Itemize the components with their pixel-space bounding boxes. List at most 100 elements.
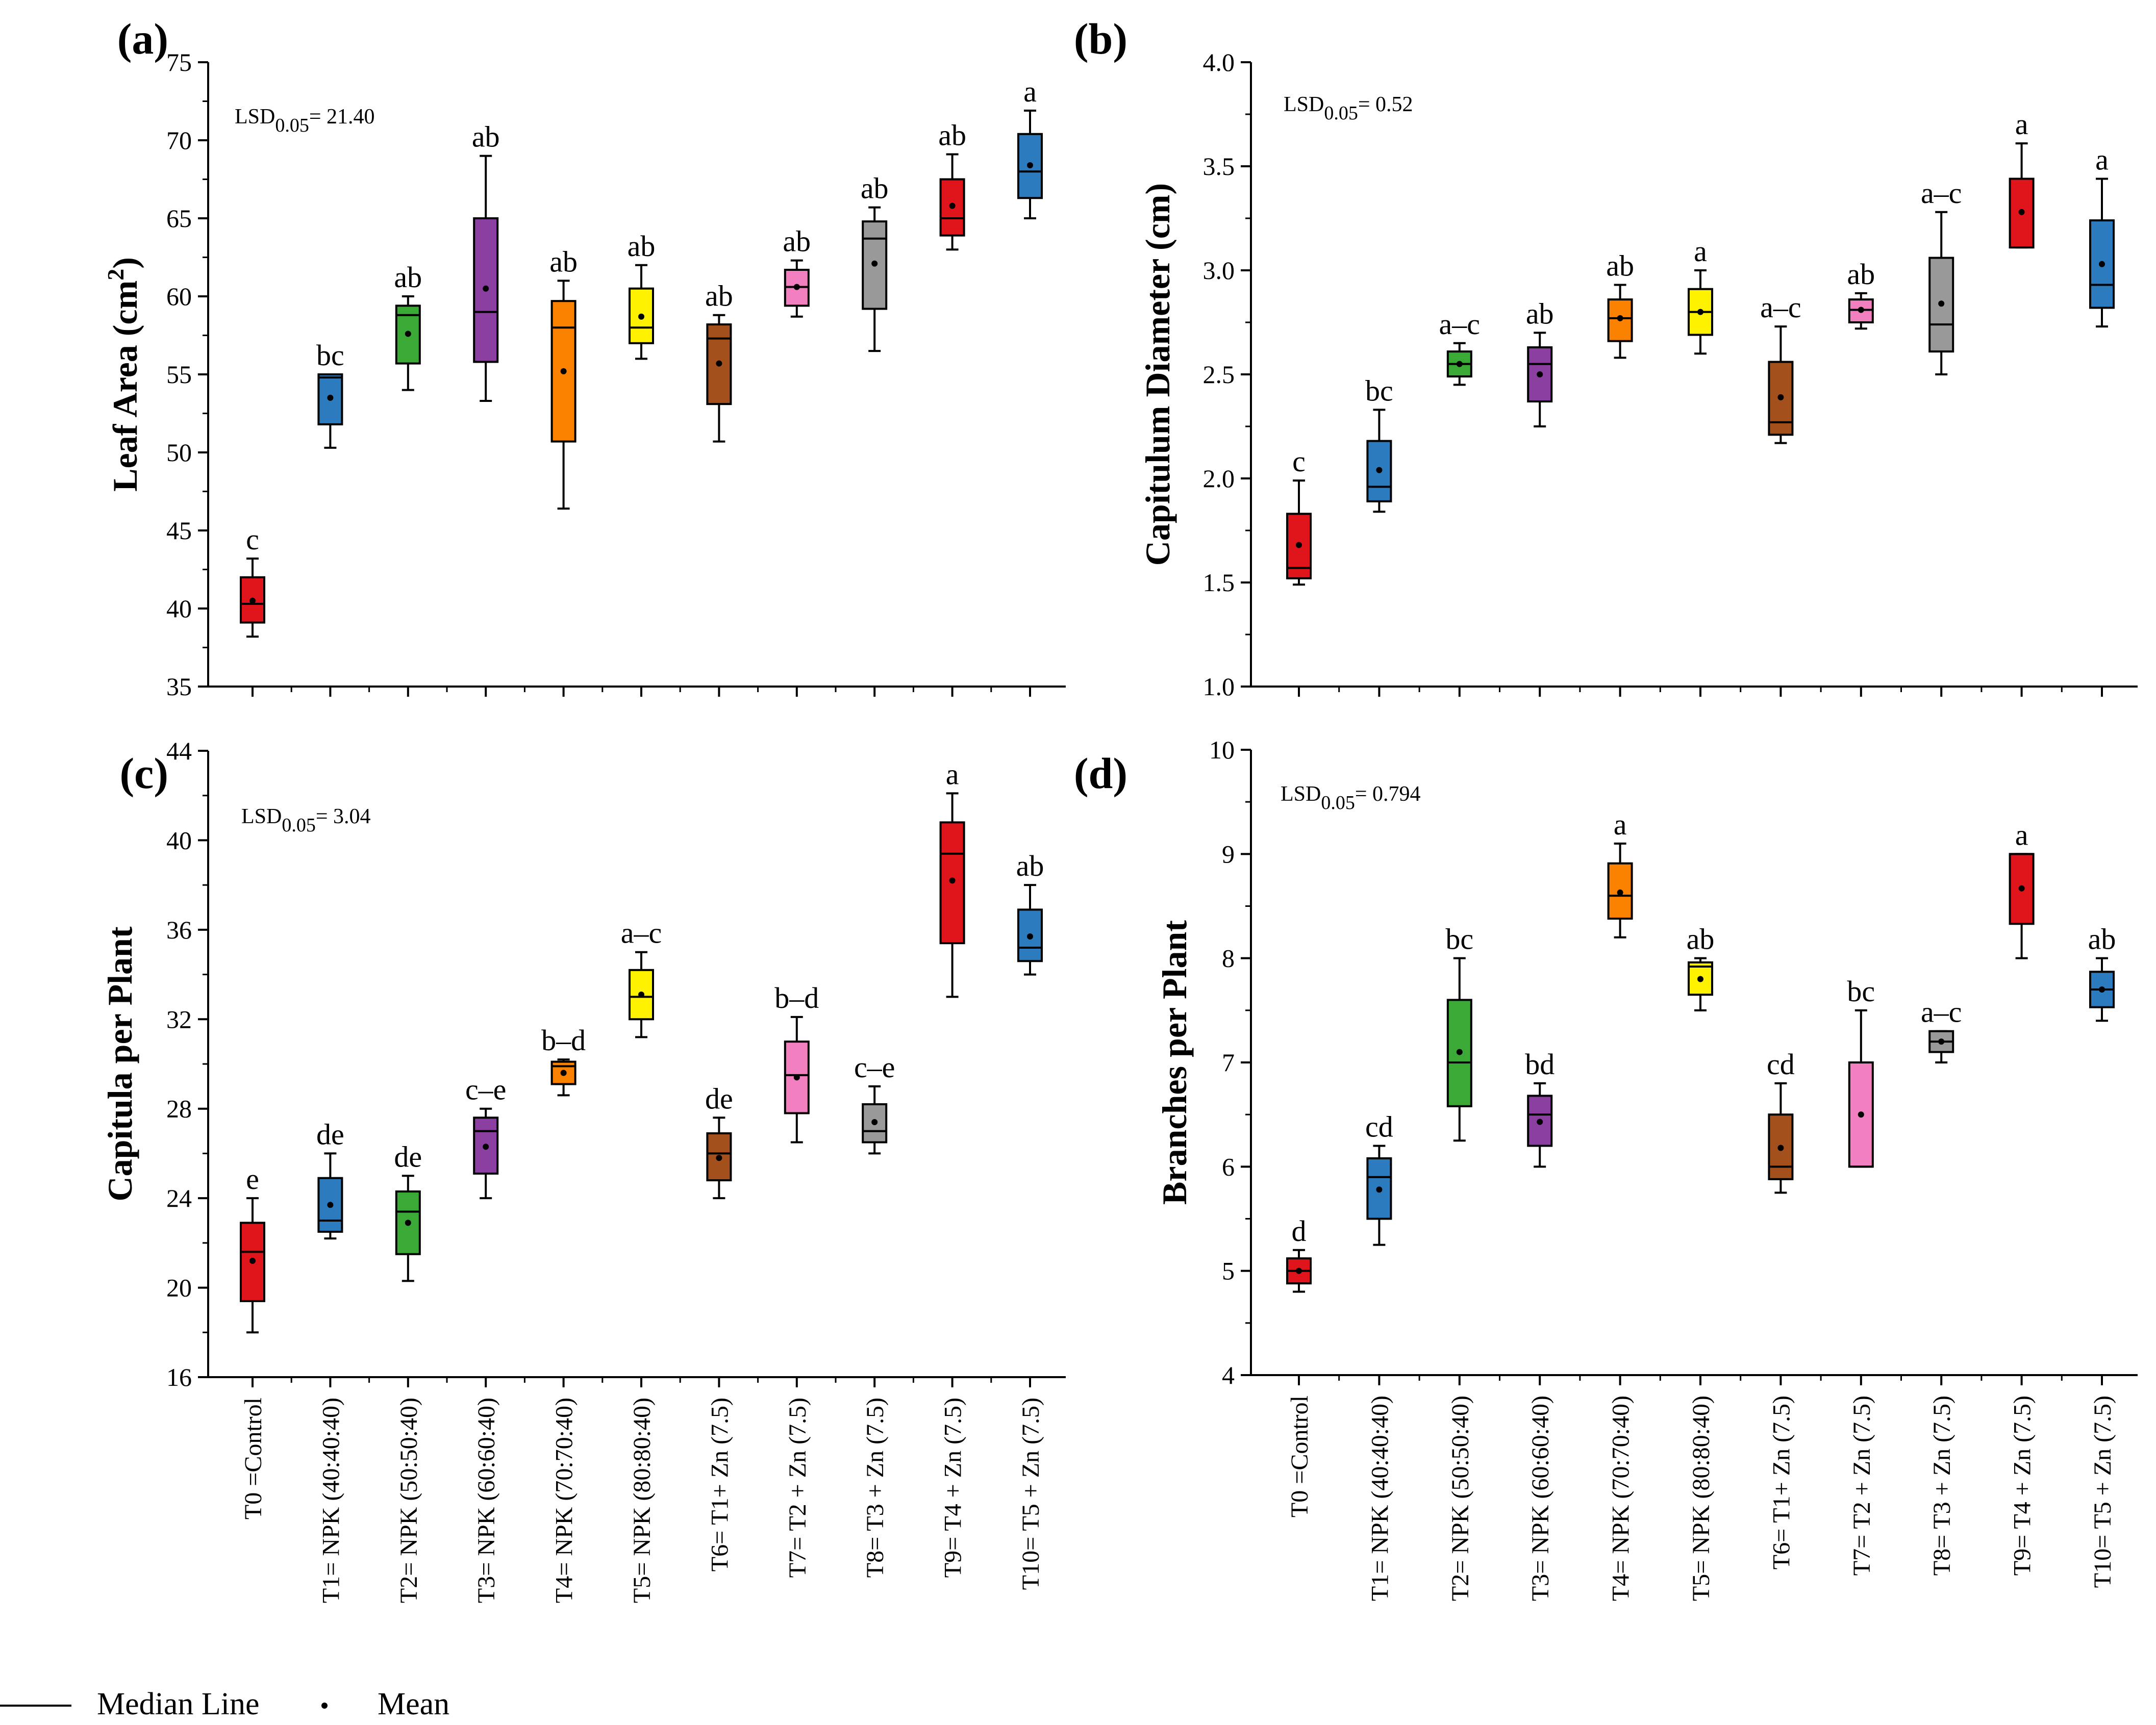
mean-dot (405, 1220, 411, 1226)
significance-letter: bc (1847, 975, 1875, 1008)
median-line-label: Median Line (97, 1687, 260, 1721)
y-tick-label: 16 (166, 1363, 192, 1391)
box-8: a–c T8= T3 + Zn (7.5) (1921, 996, 1983, 1576)
mean-dot (716, 360, 722, 367)
box-iqr (1848, 298, 1874, 323)
mean-dot (638, 992, 644, 998)
box-9: ab (938, 119, 992, 697)
y-tick-label: 24 (166, 1184, 192, 1212)
box-iqr (1607, 298, 1633, 342)
panel-a: (a) 35 40 45 50 55 60 65 70 75 Leaf Area (cm2) LSD0… (103, 14, 1066, 701)
x-tick-label: T3= NPK (60:60:40) (473, 1398, 500, 1603)
significance-letter: ab (472, 120, 500, 154)
box-7: bc T7= T2 + Zn (7.5) (1847, 975, 1902, 1576)
box-8: a–c (1921, 176, 1983, 697)
y-tick-label: 1.5 (1203, 568, 1235, 597)
mean-label: Mean (378, 1687, 450, 1721)
mean-dot (560, 368, 567, 374)
mean-dot (1617, 889, 1623, 896)
box-1: bc (1365, 374, 1420, 697)
significance-letter: bc (1365, 374, 1393, 407)
significance-letter: a–c (1439, 308, 1481, 341)
box-0: e T0 =Control (240, 1162, 292, 1519)
lsd-value: = 0.52 (1358, 93, 1413, 116)
y-axis-label: Capitulum Diameter (cm) (1138, 183, 1177, 566)
mean-dot (1027, 162, 1033, 168)
mean-dot (1858, 1111, 1864, 1118)
significance-letter: bc (1445, 923, 1473, 956)
box-10: ab T10= T5 + Zn (7.5) (1016, 849, 1044, 1590)
y-tick-label: 35 (166, 672, 192, 701)
x-tick-label: T10= T5 + Zn (7.5) (1017, 1398, 1044, 1590)
significance-letter: a (946, 757, 959, 791)
lsd-subscript: 0.05 (1321, 792, 1355, 814)
x-tick-label: T5= NPK (80:80:40) (629, 1398, 656, 1603)
mean-dot (1858, 307, 1864, 313)
significance-letter: ab (1687, 923, 1715, 956)
box-2: de T2= NPK (50:50:40) (394, 1140, 448, 1603)
box-0: c (240, 523, 292, 697)
box-7: b–d T7= T2 + Zn (7.5) (774, 981, 837, 1578)
x-tick-label: T2= NPK (50:50:40) (1447, 1396, 1474, 1601)
significance-letter: a (2095, 143, 2109, 176)
lsd-prefix: LSD (241, 805, 282, 828)
panel-label: (a) (117, 14, 168, 63)
significance-letter: a–c (1760, 291, 1801, 324)
y-tick-label: 4 (1222, 1361, 1235, 1389)
box-10: ab T10= T5 + Zn (7.5) (2088, 923, 2116, 1588)
significance-letter: ab (861, 172, 889, 205)
y-tick-label: 40 (166, 594, 192, 623)
y-tick-label: 44 (166, 737, 192, 765)
x-tick-label: T6= T1+ Zn (7.5) (1768, 1396, 1795, 1569)
mean-dot (1376, 1186, 1383, 1193)
box-0: d T0 =Control (1286, 1214, 1340, 1517)
mean-dot (871, 260, 878, 267)
mean-dot (949, 202, 956, 209)
mean-dot (871, 1119, 878, 1126)
y-tick-label: 60 (166, 282, 192, 311)
x-tick-label: T7= T2 + Zn (7.5) (1848, 1396, 1875, 1576)
box-4: b–d T4= NPK (70:70:40) (541, 1024, 604, 1603)
significance-letter: a (1614, 808, 1627, 841)
mean-dot (405, 331, 411, 337)
mean-dot (249, 1257, 256, 1264)
panel-label: (d) (1074, 749, 1127, 798)
mean-dot-swatch (321, 1703, 328, 1709)
panel-label: (c) (120, 749, 168, 798)
y-axis-label: Leaf Area (cm2) (103, 257, 144, 492)
mean-dot (483, 285, 489, 292)
y-tick-label: 4.0 (1203, 48, 1235, 77)
significance-letter: a–c (621, 917, 662, 950)
significance-letter: c (246, 523, 259, 556)
significance-letter: ab (1016, 849, 1044, 882)
lsd-annotation: LSD0.05= 3.04 (241, 805, 371, 836)
y-axis-label-text: Leaf Area (cm (106, 281, 144, 492)
box-8: ab (861, 172, 914, 697)
lsd-prefix: LSD (1284, 93, 1324, 116)
box-iqr (473, 1117, 499, 1175)
box-1: de T1= NPK (40:40:40) (316, 1118, 370, 1603)
significance-letter: ab (705, 280, 733, 313)
panel-d: (d) 4 5 6 7 8 9 10 Branches per Plant LSD0.05= 0.… (1074, 735, 2138, 1601)
x-tick-label: T6= T1+ Zn (7.5) (706, 1398, 733, 1571)
significance-letter: a–c (1921, 176, 1962, 210)
significance-letter: c–e (854, 1051, 895, 1084)
mean-dot (1296, 1267, 1302, 1274)
box-7: ab (783, 225, 837, 697)
y-tick-label: 75 (166, 48, 192, 77)
mean-dot (1617, 315, 1623, 321)
box-2: bc T2= NPK (50:50:40) (1445, 923, 1500, 1601)
significance-letter: ab (1606, 249, 1634, 283)
box-iqr (1366, 1157, 1392, 1220)
y-tick-label: 50 (166, 438, 192, 467)
y-tick-label: 2.0 (1203, 464, 1235, 493)
y-tick-label: 70 (166, 126, 192, 155)
y-tick-label: 32 (166, 1005, 192, 1033)
mean-dot (793, 284, 800, 290)
y-tick-label: 45 (166, 516, 192, 545)
box-3: bd T3= NPK (60:60:40) (1525, 1048, 1581, 1601)
box-6: ab (705, 280, 759, 697)
significance-letter: ab (1847, 258, 1875, 291)
x-tick-label: T8= T3 + Zn (7.5) (1928, 1396, 1956, 1576)
mean-dot (249, 597, 256, 604)
